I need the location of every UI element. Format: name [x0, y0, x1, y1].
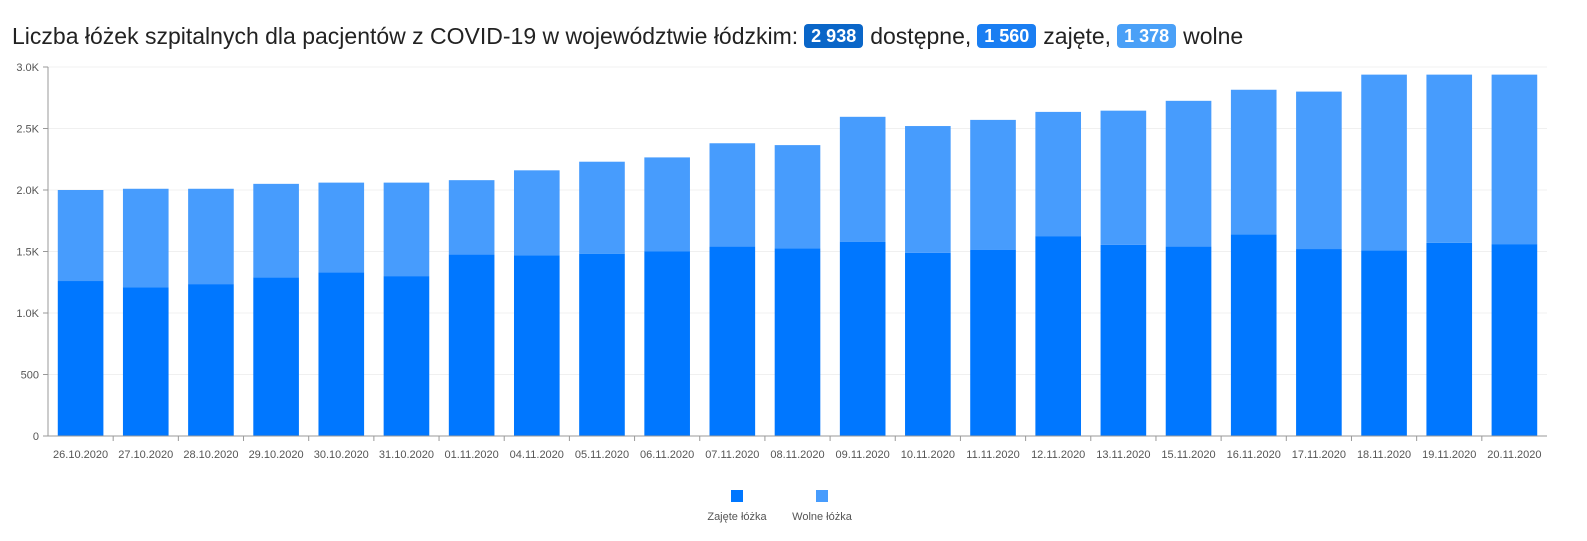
bar-free	[774, 145, 821, 249]
bar-occupied	[318, 272, 365, 436]
x-tick-label: 27.10.2020	[118, 449, 173, 461]
bar-free	[513, 170, 560, 256]
badge-available-value: 2 938	[804, 24, 864, 48]
bar-free	[318, 182, 365, 273]
bar-free	[1296, 91, 1342, 250]
x-tick-label: 01.11.2020	[445, 449, 499, 461]
x-tick-label: 26.10.2020	[53, 449, 108, 461]
bar-occupied	[1035, 236, 1082, 436]
x-tick-label: 11.11.2020	[966, 449, 1019, 461]
legend-swatch-occupied	[731, 490, 743, 502]
bar-occupied	[1296, 249, 1342, 436]
bar-occupied	[1100, 244, 1147, 436]
y-tick-label: 1.5K	[16, 247, 39, 259]
bar-occupied	[709, 246, 756, 436]
bar-occupied	[1230, 234, 1277, 436]
badge-occupied-value: 1 560	[977, 24, 1037, 48]
legend-swatch-free	[816, 490, 828, 502]
x-tick-label: 12.11.2020	[1031, 449, 1085, 461]
bar-occupied	[122, 287, 169, 436]
x-tick-label: 17.11.2020	[1292, 449, 1346, 461]
x-tick-label: 20.11.2020	[1487, 449, 1541, 461]
bar-free	[1491, 74, 1538, 245]
bar-free	[188, 188, 234, 285]
y-tick-label: 1.0K	[16, 308, 39, 320]
chart-title: Liczba łóżek szpitalnych dla pacjentów z…	[12, 23, 799, 49]
x-tick-label: 18.11.2020	[1357, 449, 1411, 461]
x-tick-label: 06.11.2020	[640, 449, 694, 461]
y-tick-label: 500	[21, 370, 39, 382]
bar-occupied	[644, 251, 690, 436]
bar-occupied	[253, 277, 299, 436]
x-tick-label: 04.11.2020	[510, 449, 564, 461]
x-tick-label: 15.11.2020	[1161, 449, 1215, 461]
bar-occupied	[1165, 246, 1212, 436]
bar-free	[1100, 110, 1147, 245]
bar-occupied	[448, 254, 495, 436]
x-tick-label: 09.11.2020	[836, 449, 890, 461]
y-tick-label: 3.0K	[16, 62, 39, 74]
bar-occupied	[383, 276, 430, 436]
badge-free-value: 1 378	[1117, 24, 1177, 48]
bar-free	[709, 143, 756, 247]
bar-free	[122, 188, 169, 288]
x-tick-label: 05.11.2020	[575, 449, 629, 461]
bar-occupied	[188, 284, 234, 436]
badge-occupied-label: zajęte,	[1043, 23, 1112, 49]
x-tick-label: 30.10.2020	[314, 449, 369, 461]
bar-occupied	[970, 249, 1016, 436]
bar-free	[448, 180, 495, 255]
x-tick-label: 10.11.2020	[901, 449, 955, 461]
x-tick-label: 29.10.2020	[249, 449, 304, 461]
bar-occupied	[1491, 244, 1538, 436]
bar-free	[579, 161, 625, 254]
bar-free	[1426, 74, 1473, 243]
bar-occupied	[1426, 242, 1473, 436]
bar-free	[1035, 111, 1082, 237]
legend-label-occupied: Zajęte łóżka	[707, 511, 767, 523]
bar-free	[1230, 89, 1277, 235]
bar-occupied	[1361, 250, 1407, 436]
bar-occupied	[579, 253, 625, 436]
bar-free	[57, 190, 104, 282]
bar-free	[1165, 100, 1212, 247]
x-tick-label: 28.10.2020	[183, 449, 238, 461]
x-tick-label: 13.11.2020	[1096, 449, 1150, 461]
bar-free	[383, 182, 430, 277]
legend-label-free: Wolne łóżka	[792, 511, 853, 523]
y-tick-label: 2.5K	[16, 124, 39, 136]
bar-free	[839, 116, 886, 242]
bar-occupied	[905, 252, 951, 436]
x-tick-label: 07.11.2020	[705, 449, 759, 461]
badge-free-label: wolne	[1183, 23, 1244, 49]
bar-free	[970, 119, 1016, 250]
bar-free	[253, 183, 299, 278]
bar-occupied	[57, 281, 104, 436]
chart-header: Liczba łóżek szpitalnych dla pacjentów z…	[12, 20, 1243, 52]
y-tick-label: 0	[33, 431, 39, 443]
bar-occupied	[839, 241, 886, 436]
bar-occupied	[513, 255, 560, 436]
bar-free	[905, 126, 951, 253]
bar-free	[644, 157, 690, 252]
bar-free	[1361, 74, 1407, 251]
x-tick-label: 08.11.2020	[770, 449, 824, 461]
x-tick-label: 31.10.2020	[379, 449, 434, 461]
x-tick-label: 19.11.2020	[1422, 449, 1476, 461]
bar-occupied	[774, 248, 821, 436]
badge-available-label: dostępne,	[870, 23, 972, 49]
x-tick-label: 16.11.2020	[1227, 449, 1281, 461]
y-tick-label: 2.0K	[16, 185, 39, 197]
